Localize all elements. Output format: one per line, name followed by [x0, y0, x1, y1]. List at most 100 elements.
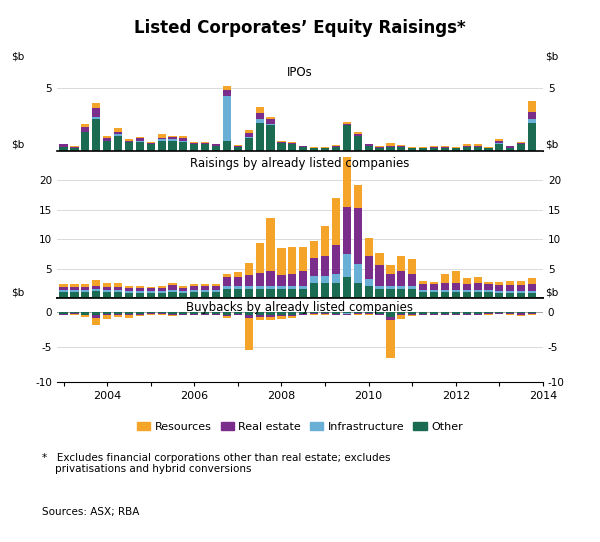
Bar	[92, 280, 100, 286]
Bar	[310, 312, 318, 313]
Bar	[169, 137, 176, 139]
Bar	[528, 123, 536, 151]
Bar	[70, 313, 79, 314]
Bar	[277, 248, 286, 275]
Bar	[169, 292, 176, 298]
Bar	[365, 312, 373, 313]
Bar	[397, 315, 406, 319]
Bar	[299, 147, 307, 151]
Bar	[277, 141, 286, 142]
Bar	[408, 314, 416, 315]
Bar	[136, 142, 144, 151]
Bar	[528, 312, 536, 313]
Bar	[223, 316, 231, 318]
Bar	[332, 245, 340, 274]
Bar	[473, 314, 482, 315]
Bar	[245, 137, 253, 138]
Bar	[234, 277, 242, 286]
Bar	[256, 123, 264, 151]
Bar	[452, 312, 460, 314]
Bar	[506, 281, 514, 285]
Bar	[169, 314, 176, 315]
Bar	[321, 313, 329, 314]
Bar	[125, 312, 133, 314]
Bar	[517, 291, 525, 293]
Bar	[386, 286, 395, 289]
Bar	[59, 284, 68, 287]
Bar	[353, 209, 362, 264]
Bar	[114, 312, 122, 314]
Bar	[419, 147, 427, 148]
Bar	[234, 146, 242, 147]
Bar	[103, 292, 111, 298]
Bar	[212, 290, 220, 292]
Bar	[256, 315, 264, 317]
Bar	[114, 134, 122, 136]
Bar	[517, 315, 525, 316]
Bar	[146, 313, 155, 314]
Bar	[288, 315, 296, 316]
Bar	[266, 312, 275, 315]
Bar	[103, 140, 111, 151]
Bar	[70, 148, 79, 151]
Bar	[125, 315, 133, 318]
Bar	[136, 286, 144, 288]
Bar	[114, 315, 122, 317]
Bar	[463, 284, 471, 290]
Bar	[332, 283, 340, 298]
Bar	[343, 314, 351, 315]
Bar	[419, 312, 427, 314]
Bar	[463, 312, 471, 314]
Bar	[92, 103, 100, 108]
Bar	[463, 146, 471, 147]
Bar	[408, 148, 416, 151]
Bar	[441, 314, 449, 315]
Bar	[353, 312, 362, 313]
Bar	[452, 292, 460, 298]
Bar	[201, 292, 209, 298]
Bar	[376, 147, 383, 148]
Bar	[146, 312, 155, 313]
Bar	[365, 144, 373, 146]
Bar	[125, 314, 133, 315]
Bar	[158, 134, 166, 138]
Bar	[169, 140, 176, 151]
Bar	[386, 274, 395, 286]
Bar	[234, 147, 242, 151]
Text: Listed Corporates’ Equity Raisings*: Listed Corporates’ Equity Raisings*	[134, 19, 466, 37]
Bar	[343, 121, 351, 124]
Bar	[136, 314, 144, 315]
Bar	[266, 286, 275, 289]
Bar	[223, 86, 231, 90]
Bar	[146, 143, 155, 144]
Bar	[125, 142, 133, 151]
Bar	[256, 107, 264, 113]
Bar	[484, 313, 493, 314]
Bar	[288, 274, 296, 286]
Bar	[136, 293, 144, 298]
Bar	[81, 287, 89, 291]
Bar	[506, 146, 514, 147]
Bar	[158, 314, 166, 315]
Bar	[353, 132, 362, 134]
Bar	[201, 314, 209, 315]
Bar	[288, 312, 296, 315]
Bar	[256, 286, 264, 289]
Bar	[169, 315, 176, 316]
Bar	[234, 314, 242, 315]
Bar	[146, 292, 155, 293]
Bar	[332, 312, 340, 314]
Bar	[92, 289, 100, 291]
Bar	[256, 317, 264, 320]
Bar	[397, 286, 406, 289]
Bar	[256, 273, 264, 286]
Bar	[452, 290, 460, 292]
Bar	[245, 275, 253, 286]
Bar	[397, 312, 406, 314]
Bar	[103, 138, 111, 140]
Bar	[506, 147, 514, 148]
Bar	[158, 293, 166, 298]
Bar	[496, 139, 503, 141]
Bar	[353, 264, 362, 283]
Bar	[452, 271, 460, 282]
